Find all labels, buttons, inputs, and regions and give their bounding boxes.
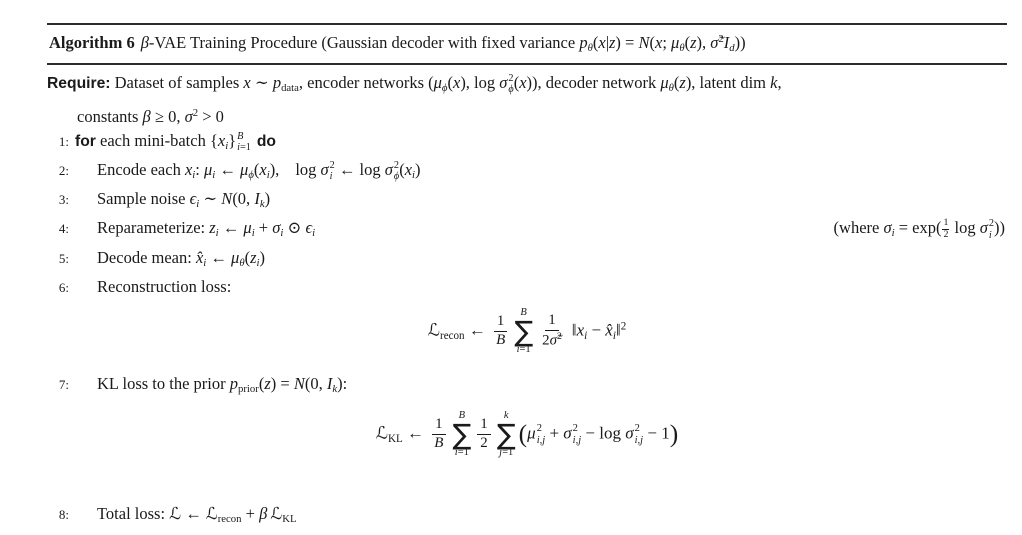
step-4: 4: Reparameterize: zi ← μi + σi ⊙ ϵi (wher… <box>47 216 1007 245</box>
line-number: 3: <box>58 192 69 208</box>
line-number: 1: <box>58 133 69 149</box>
line-number: 6: <box>58 279 69 295</box>
equation-recon: ℒrecon ← 1 B B ∑ i=1 1 2σ̃2 ‖xi − x̂i‖2 <box>427 306 627 355</box>
step-3: 3: Sample noise ϵi ∼ N(0, Ik) <box>47 187 1007 216</box>
line-content: Update (ϕ, θ) ← grad_update(ℒ) <box>75 531 314 535</box>
algorithm-label: Algorithm 6 <box>49 32 135 52</box>
step-5: 5: Decode mean: x̂i ← μθ(zi) <box>47 246 1007 275</box>
line-comment: (where σi = exp(1 2 log σ 2 i)) <box>833 217 1005 241</box>
step-7: 7: KL loss to the prior pprior(z) = N(0, … <box>47 372 1007 401</box>
line-content: constants β ≥ 0, σ2 > 0 <box>77 106 224 126</box>
line-content: Sample noise ϵi ∼ N(0, Ik) <box>97 189 271 211</box>
line-content: Reconstruction loss: <box>97 276 232 296</box>
line-number: 4: <box>58 221 69 237</box>
step-9: 9:Update (ϕ, θ) ← grad_update(ℒ) <box>47 531 1007 535</box>
top-rule <box>47 23 1007 25</box>
line-number: 8: <box>58 506 69 522</box>
require-line-1: Require: Dataset of samples x ∼ pdata, e… <box>47 65 1007 101</box>
line-number: 5: <box>58 250 69 266</box>
require-line-2: constants β ≥ 0, σ2 > 0 <box>47 101 1007 129</box>
line-content: KL loss to the prior pprior(z) = N(0, Ik… <box>97 374 348 396</box>
line-content: Reparameterize: zi ← μi + σi ⊙ ϵi <box>97 218 316 240</box>
equation-kl: ℒKL ← 1 B B ∑ i=1 1 2 k ∑ j=1 (μ 2 i,j + σ 2 i,j − log… <box>375 410 679 459</box>
line-content: Require: Dataset of samples x ∼ pdata, e… <box>47 72 782 95</box>
line-content: Decode mean: x̂i ← μθ(zi) <box>97 247 265 269</box>
line-content: Total loss: ℒ ← ℒrecon + β ℒKL <box>97 503 297 525</box>
algorithm-title-text: β-VAE Training Procedure (Gaussian decod… <box>140 32 746 55</box>
line-number: 2: <box>58 162 69 178</box>
step-6: 6: Reconstruction loss: <box>47 275 1007 300</box>
step-8: 8: Total loss: ℒ ← ℒrecon + β ℒKL <box>47 502 1007 531</box>
algorithm-box: Algorithm 6 β-VAE Training Procedure (Gau… <box>47 23 1007 535</box>
header-rule <box>47 63 1007 65</box>
algo-body: Require: Dataset of samples x ∼ pdata, e… <box>47 65 1007 535</box>
algorithm-title: Algorithm 6 β-VAE Training Procedure (Gau… <box>47 25 1007 63</box>
line-number: 7: <box>58 377 69 393</box>
